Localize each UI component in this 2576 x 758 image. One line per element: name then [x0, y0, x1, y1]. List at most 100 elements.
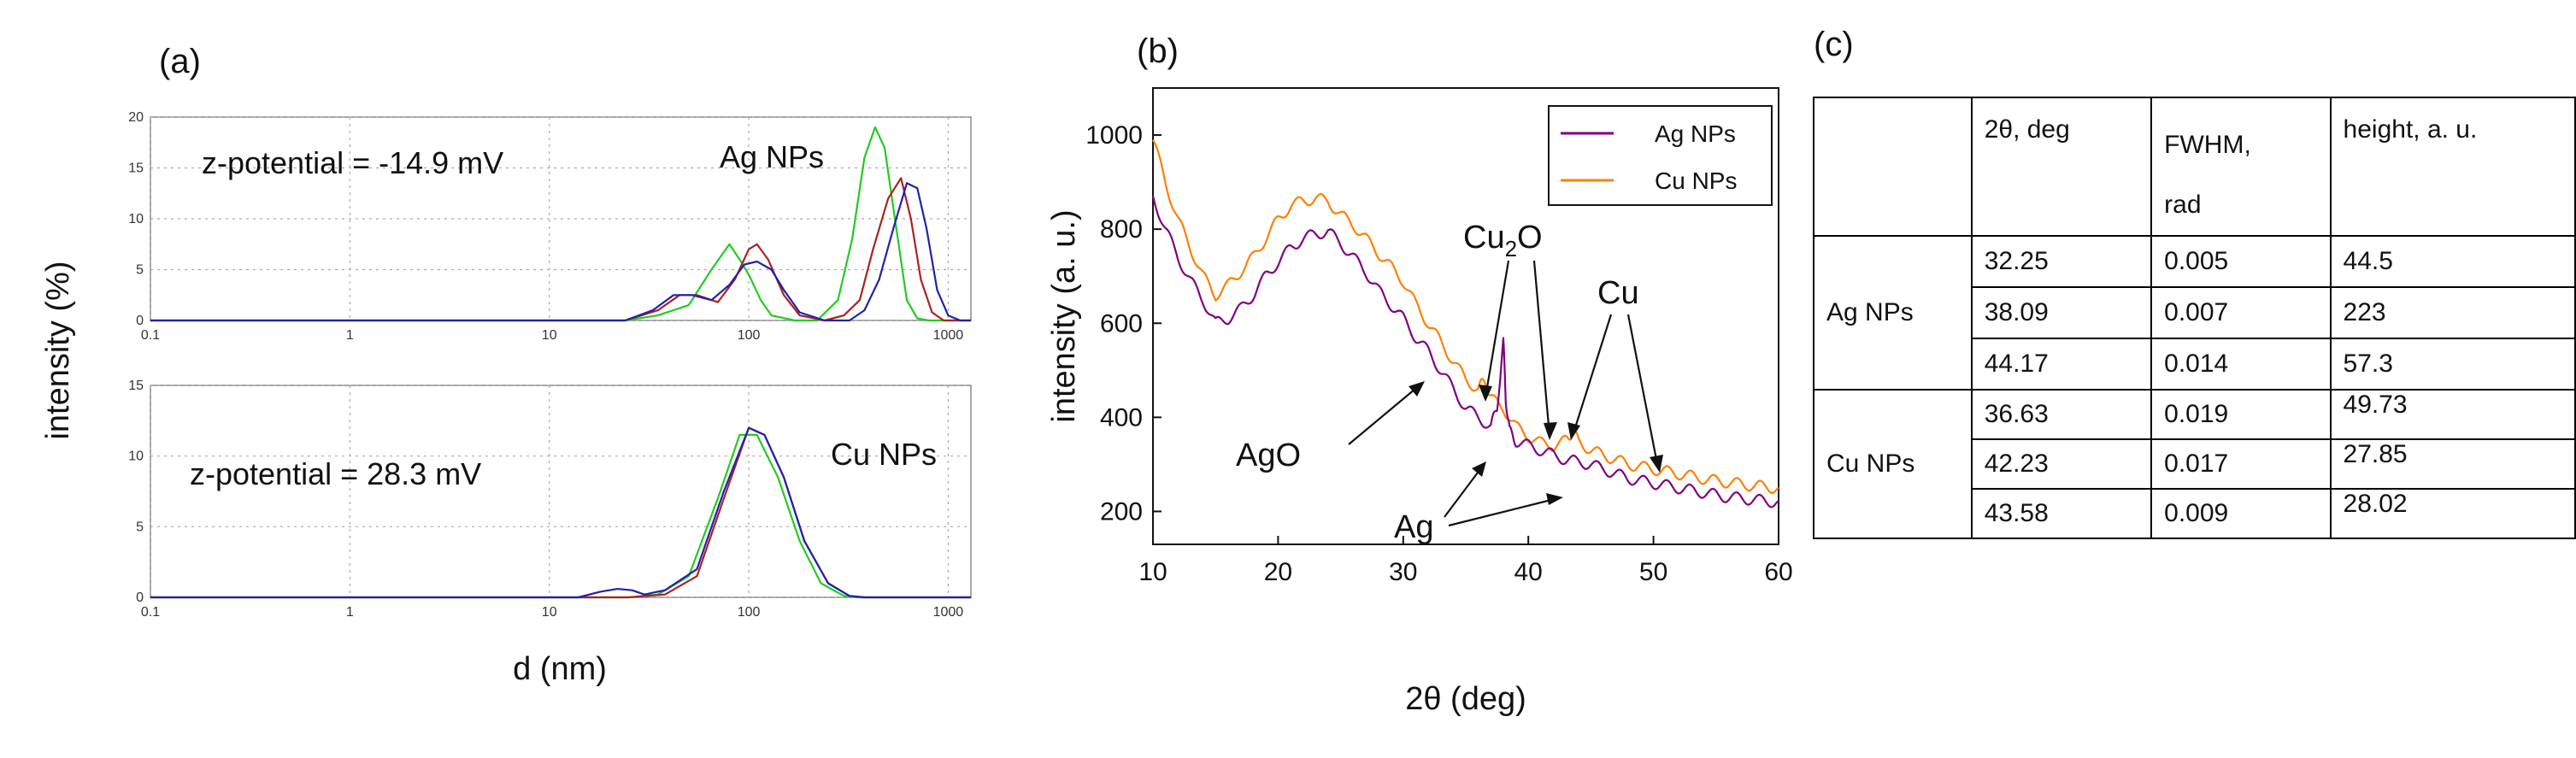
arrowhead [1567, 422, 1580, 440]
dls-bottom-y-tick-label: 0 [136, 591, 144, 605]
xrd-peak-table: 2θ, deg FWHM, rad height, a. u. Ag NPs 32… [1813, 97, 2576, 539]
dls-top-y-tick-label: 15 [128, 162, 144, 176]
xrd-y-tick-label: 400 [1100, 403, 1143, 432]
xrd-x-tick-label: 20 [1264, 558, 1292, 586]
xrd-x-tick-label: 40 [1514, 558, 1543, 586]
xrd-plot: 10 20 30 40 50 60 200 400 600 800 1000 Ag NPs Cu N… [1085, 87, 1793, 586]
dls-top-zpotential: z-potential = -14.9 mV [202, 145, 503, 180]
dls-top-series-1 [150, 126, 971, 322]
table-cell: 0.005 [2150, 235, 2332, 288]
arrow-ag-1 [1444, 465, 1484, 518]
dls-top-series-3 [150, 182, 971, 322]
dls-top-x-tick-label: 10 [542, 328, 557, 343]
xrd-y-tick-label: 200 [1100, 497, 1143, 526]
table-row: 44.17 0.014 57.3 [1814, 338, 2576, 391]
legend-label-cu: Cu NPs [1655, 167, 1737, 194]
legend-label-ag: Ag NPs [1655, 120, 1736, 147]
header-2theta: 2θ, deg [1984, 115, 2070, 144]
table-row: Cu NPs 36.63 0.019 49.73 [1813, 389, 2576, 539]
table-cell: 36.63 [1970, 389, 2153, 440]
table-cell: 0.007 [2150, 286, 2332, 339]
dls-bottom-x-tick-label: 10 [542, 605, 557, 620]
table-cell: 0.009 [2150, 488, 2332, 539]
dls-top-plot: 0 5 10 15 20 0.1 1 10 100 1000 z-potential = -14… [128, 110, 972, 343]
table-cell: 27.85 [2329, 438, 2576, 490]
xrd-series-cu [1152, 139, 1779, 495]
table-cell: 0.014 [2150, 338, 2332, 391]
table-cell: 57.3 [2329, 338, 2576, 391]
table-cell: 44.17 [1970, 338, 2153, 391]
annotation-ag: Ag [1394, 509, 1433, 545]
xrd-annotations: Cu2O Cu AgO Ag [1236, 220, 1639, 545]
arrow-cu-1 [1571, 314, 1613, 437]
dls-bottom-x-tick-label: 1 [346, 605, 354, 620]
xrd-x-tick-label: 10 [1138, 558, 1167, 586]
table-header-row: 2θ, deg FWHM, rad height, a. u. [1813, 97, 2576, 237]
dls-bottom-y-tick-label: 10 [128, 450, 144, 464]
dls-bottom-y-tick-label: 15 [128, 379, 144, 393]
group-label-ag: Ag NPs [1813, 235, 1973, 391]
table-cell: 49.73 [2329, 389, 2576, 440]
dls-top-x-tick-label: 1000 [933, 328, 964, 343]
dls-bottom-zpotential: z-potential = 28.3 mV [190, 456, 481, 491]
dls-top-series-2 [150, 177, 971, 322]
arrowhead [1544, 422, 1557, 440]
arrow-ago [1348, 384, 1421, 445]
dls-top-x-tick-label: 0.1 [141, 328, 160, 343]
arrow-cu-2 [1626, 314, 1660, 469]
table-row: 42.23 0.017 27.85 [1814, 438, 2576, 490]
table-header-cell: FWHM, rad [2150, 97, 2332, 237]
table-cell: 42.23 [1970, 438, 2153, 490]
arrowhead [1409, 381, 1425, 397]
xrd-arrows [1348, 260, 1660, 527]
xrd-y-tick-label: 1000 [1085, 121, 1143, 150]
table-row: 38.09 0.007 223 [1814, 286, 2576, 339]
xrd-x-tick-label: 60 [1764, 558, 1792, 586]
arrow-cu2o-1 [1484, 260, 1510, 398]
xrd-y-axis-label: intensity (a. u.) [1046, 209, 1082, 422]
arrow-ag-2 [1448, 497, 1559, 527]
table-header-cell: 2θ, deg [1970, 97, 2153, 237]
dls-x-axis-label: d (nm) [513, 651, 607, 687]
group-label-cu: Cu NPs [1813, 389, 1973, 539]
dls-top-y-tick-label: 10 [128, 212, 144, 226]
arrowhead [1650, 455, 1663, 473]
table-cell: 223 [2329, 286, 2576, 339]
table-cell: 44.5 [2329, 235, 2576, 288]
arrowhead [1472, 461, 1486, 477]
xrd-legend: Ag NPs Cu NPs [1548, 105, 1773, 206]
annotation-cu2o: Cu2O [1463, 220, 1543, 261]
dls-bottom-series-3 [150, 426, 971, 599]
dls-y-axis-label: intensity (%) [40, 261, 76, 439]
dls-bottom-x-tick-label: 100 [738, 605, 761, 620]
xrd-x-axis-label: 2θ (deg) [1405, 681, 1526, 717]
dls-top-sample-label: Ag NPs [720, 139, 824, 174]
table-cell: 28.02 [2329, 488, 2576, 539]
table-cell: 0.017 [2150, 438, 2332, 490]
arrowhead [1479, 385, 1492, 402]
header-fwhm: FWHM, [2164, 131, 2251, 159]
table-cell: 43.58 [1970, 488, 2153, 539]
xrd-x-tick-label: 50 [1639, 558, 1667, 586]
dls-top-y-tick-label: 0 [136, 314, 144, 328]
table-row: 43.58 0.009 28.02 [1814, 488, 2576, 539]
annotation-cu: Cu [1597, 275, 1639, 311]
dls-top-y-tick-label: 5 [136, 263, 144, 278]
dls-bottom-x-tick-label: 0.1 [141, 605, 160, 620]
xrd-x-tick-label: 30 [1389, 558, 1417, 586]
header-fwhm-unit: rad [2164, 191, 2202, 219]
arrowhead [1546, 493, 1563, 505]
annotation-ago: AgO [1236, 438, 1301, 473]
table-cell: 32.25 [1970, 235, 2153, 288]
table-cell: 0.019 [2150, 389, 2332, 440]
dls-bottom-plot: 0 5 10 15 0.1 1 10 100 1000 z-potential = 28.3 … [128, 379, 972, 620]
xrd-y-tick-label: 600 [1100, 309, 1143, 338]
panel-label-b: (b) [1137, 32, 1179, 70]
dls-bottom-x-tick-label: 1000 [933, 605, 964, 620]
table-header-cell: height, a. u. [2329, 97, 2576, 237]
table-row: Ag NPs 32.25 0.005 44.5 [1813, 235, 2576, 391]
dls-top-x-tick-label: 1 [346, 328, 354, 343]
dls-top-y-tick-label: 20 [128, 110, 144, 125]
xrd-series-ag [1151, 196, 1779, 508]
